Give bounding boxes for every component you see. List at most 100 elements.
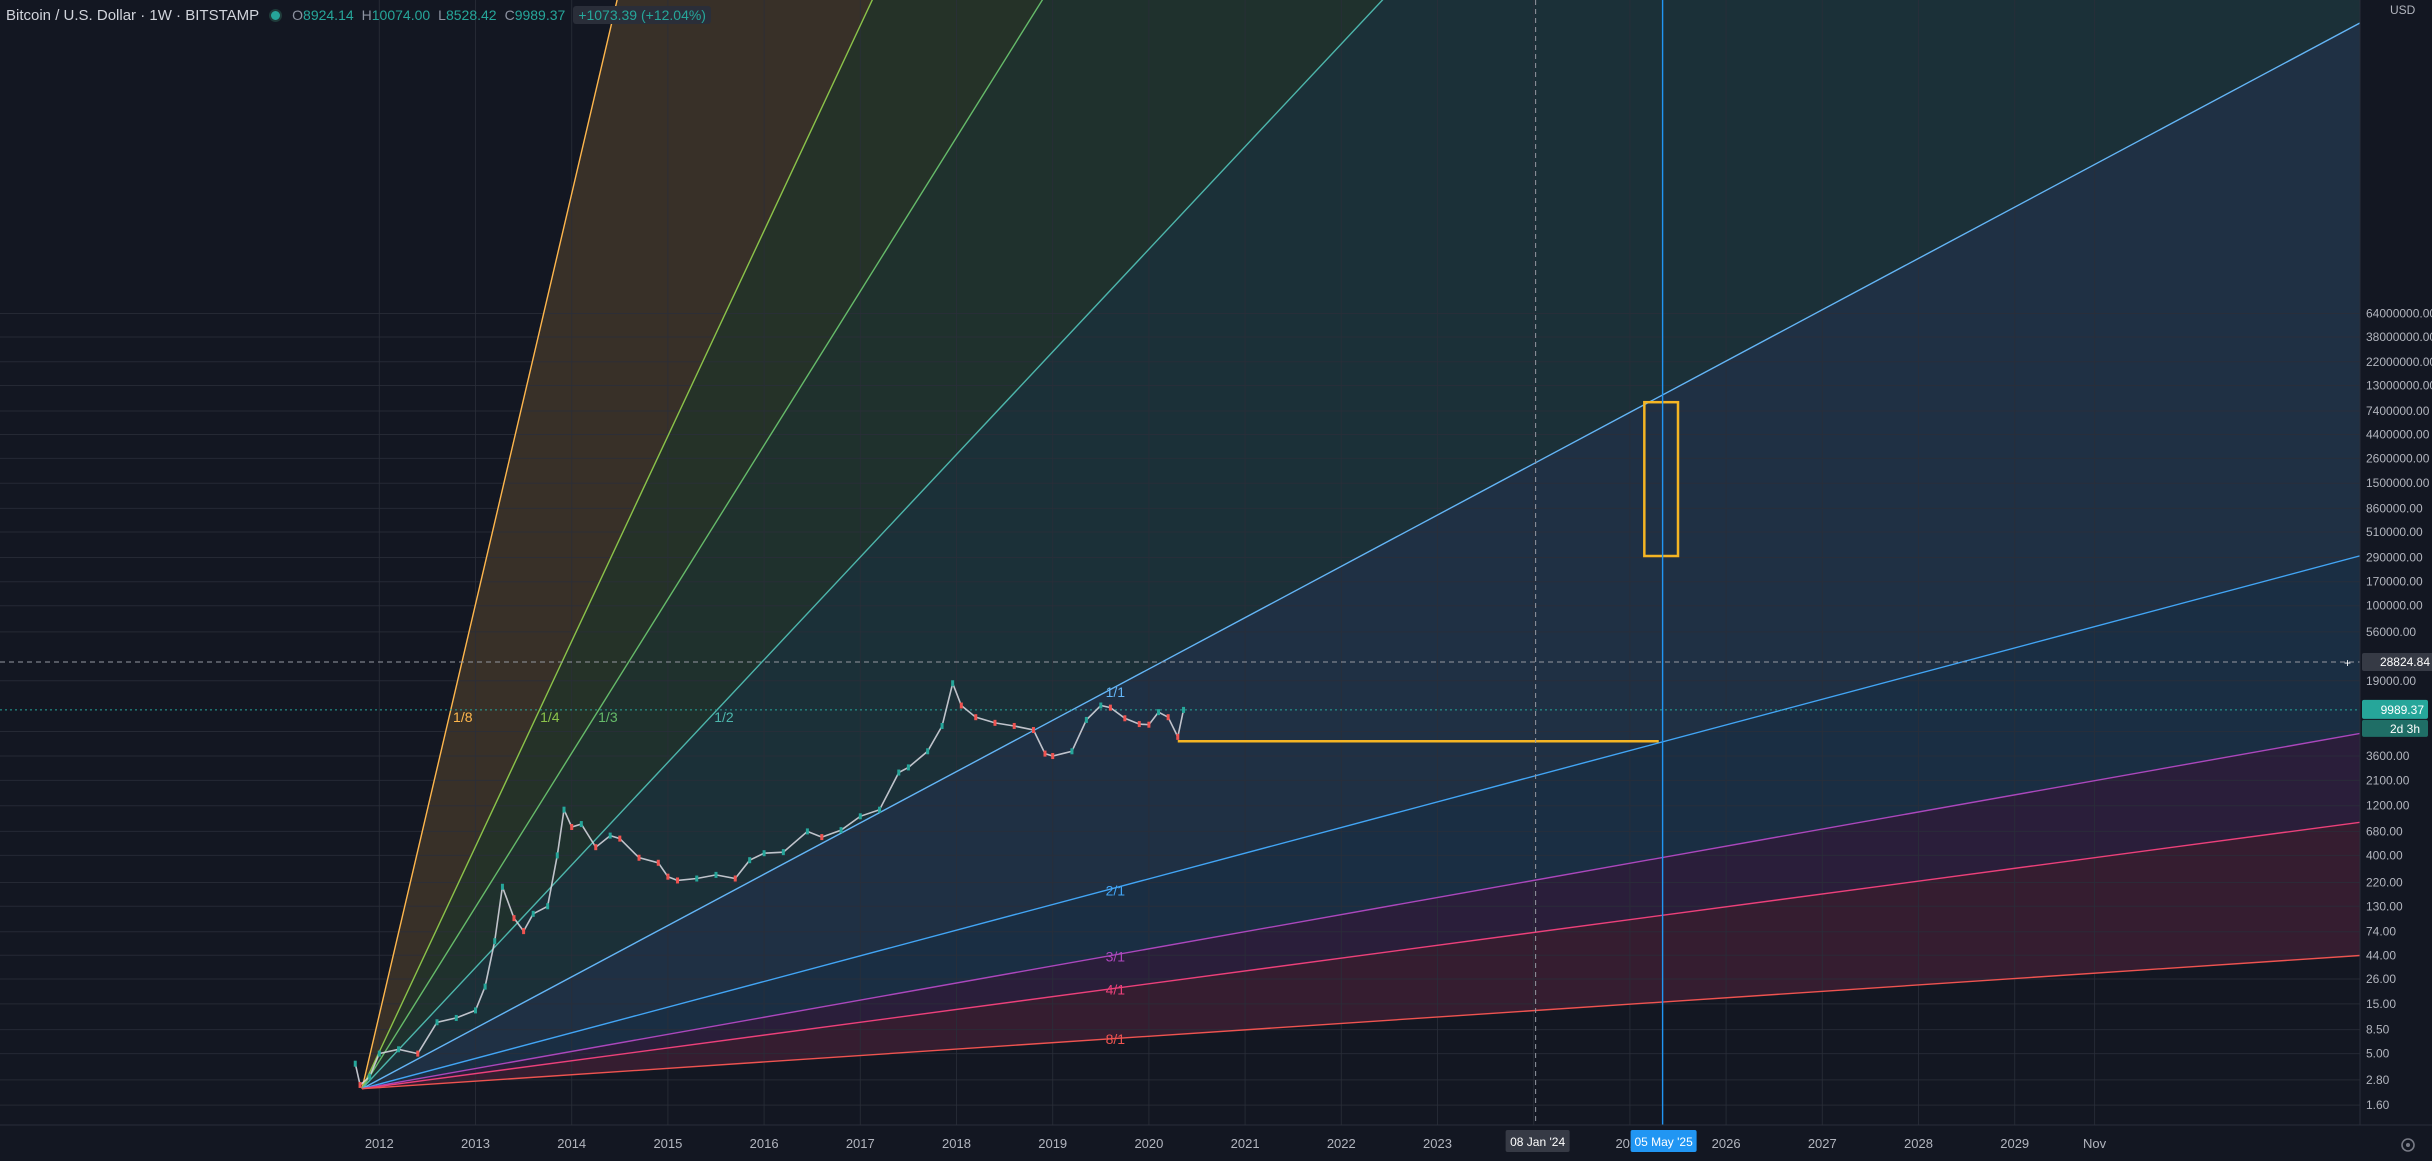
price-point xyxy=(618,835,622,842)
gann-fan-label: 1/8 xyxy=(453,709,473,725)
plot-background xyxy=(0,0,2360,1125)
price-axis[interactable] xyxy=(2360,0,2432,1125)
x-tick-label: Nov xyxy=(2083,1136,2107,1151)
x-tick-label: 2017 xyxy=(846,1136,875,1151)
gann-fan-line-2-1[interactable] xyxy=(361,22,2432,1090)
y-tick-label: 290000.00 xyxy=(2366,551,2423,565)
price-point xyxy=(951,680,955,687)
gann-fan-line-8-1[interactable] xyxy=(361,822,2432,1090)
x-tick-label: 2021 xyxy=(1231,1136,1260,1151)
currency-label: USD xyxy=(2390,3,2416,17)
x-tick-label: 2027 xyxy=(1808,1136,1837,1151)
price-point xyxy=(714,871,718,878)
price-point xyxy=(959,702,963,709)
symbol-title[interactable]: Bitcoin / U.S. Dollar · 1W · BITSTAMP xyxy=(6,6,260,24)
price-point xyxy=(1147,721,1151,728)
y-tick-label: 2600000.00 xyxy=(2366,451,2430,465)
x-tick-label: 2013 xyxy=(461,1136,490,1151)
gear-icon[interactable] xyxy=(2401,1138,2415,1152)
y-tick-label: 4400000.00 xyxy=(2366,428,2430,442)
y-tick-label: 44.00 xyxy=(2366,948,2396,962)
gann-fan-label: 4/1 xyxy=(1106,982,1126,998)
crosshair-price-label: 28824.84 xyxy=(2380,655,2430,669)
gann-fan-line-4-1[interactable] xyxy=(361,555,2432,1090)
price-point xyxy=(435,1019,439,1026)
price-point xyxy=(579,821,583,828)
y-tick-label: 74.00 xyxy=(2366,925,2396,939)
price-point xyxy=(483,983,487,990)
y-tick-label: 19000.00 xyxy=(2366,674,2416,688)
cursor-date-pill xyxy=(1630,1130,1697,1152)
y-tick-label: 15.00 xyxy=(2366,997,2396,1011)
x-tick-label: 2019 xyxy=(1038,1136,1067,1151)
gann-fan-label: 1/4 xyxy=(540,709,560,725)
x-tick-label: 2020 xyxy=(1134,1136,1163,1151)
x-tick-label: 2018 xyxy=(942,1136,971,1151)
y-tick-label: 5.00 xyxy=(2366,1047,2390,1061)
price-point xyxy=(368,1073,372,1080)
target-box[interactable] xyxy=(1643,400,1680,558)
price-point xyxy=(695,875,699,882)
price-point xyxy=(546,903,550,910)
y-tick-label: 1200.00 xyxy=(2366,799,2410,813)
x-tick-label: 2029 xyxy=(2000,1136,2029,1151)
price-point xyxy=(358,1081,362,1088)
price-point xyxy=(993,719,997,726)
y-tick-label: 130.00 xyxy=(2366,899,2403,913)
gann-fan-label: 3/1 xyxy=(1106,949,1126,965)
y-tick-label: 7400000.00 xyxy=(2366,404,2430,418)
price-point xyxy=(377,1050,381,1057)
y-tick-label: 100000.00 xyxy=(2366,599,2423,613)
y-tick-label: 860000.00 xyxy=(2366,501,2423,515)
countdown-pill xyxy=(2362,719,2428,737)
price-point xyxy=(1123,715,1127,722)
price-point xyxy=(493,938,497,945)
price-point xyxy=(1166,714,1170,721)
price-point xyxy=(820,834,824,841)
price-point xyxy=(1084,716,1088,723)
gann-fan-line-1-1[interactable] xyxy=(361,0,2432,1090)
price-point xyxy=(353,1060,357,1067)
gann-fan[interactable] xyxy=(361,0,2432,1129)
time-axis[interactable] xyxy=(0,1125,2432,1161)
price-point xyxy=(805,828,809,835)
y-tick-label: 1.60 xyxy=(2366,1098,2390,1112)
y-tick-label: 8.50 xyxy=(2366,1023,2390,1037)
price-point xyxy=(562,806,566,813)
crosshair-add-icon[interactable]: + xyxy=(2344,656,2351,670)
price-point xyxy=(608,832,612,839)
gear-icon-center xyxy=(2406,1143,2410,1147)
close-value: 9989.37 xyxy=(514,7,566,23)
gann-fan-line-3-1[interactable] xyxy=(361,377,2432,1090)
open-value: 8924.14 xyxy=(303,7,354,23)
price-point xyxy=(906,764,910,771)
gann-fan-line-1-3[interactable] xyxy=(361,0,2432,1090)
x-tick-label: 2016 xyxy=(750,1136,779,1151)
y-tick-label: 26.00 xyxy=(2366,972,2396,986)
gann-fan-label: 1/1 xyxy=(1106,684,1126,700)
price-point xyxy=(878,806,882,813)
gann-fan-label: 8/1 xyxy=(1106,1031,1126,1047)
price-point xyxy=(1099,702,1103,709)
market-status-dot-icon xyxy=(269,8,283,22)
price-point xyxy=(416,1050,420,1057)
price-point xyxy=(926,748,930,755)
crosshair-date-label: 08 Jan '24 xyxy=(1510,1135,1565,1149)
change-badge: +1073.39 (+12.04%) xyxy=(573,6,711,24)
gann-fan-line-1-2[interactable] xyxy=(361,0,2432,1090)
last-price-pill xyxy=(2362,699,2428,719)
y-tick-label: 38000000.00 xyxy=(2366,330,2432,344)
price-point xyxy=(1051,753,1055,760)
y-tick-label: 170000.00 xyxy=(2366,575,2423,589)
ohlc-values: O8924.14 H10074.00 L8528.42 C9989.37 +10… xyxy=(292,6,711,24)
y-tick-label: 56000.00 xyxy=(2366,625,2416,639)
price-point xyxy=(839,827,843,834)
price-point xyxy=(1012,722,1016,729)
y-tick-label: 64000000.00 xyxy=(2366,306,2432,320)
price-point xyxy=(666,873,670,880)
x-tick-label: 2026 xyxy=(1712,1136,1741,1151)
x-tick-label: 2014 xyxy=(557,1136,586,1151)
y-tick-label: 3600.00 xyxy=(2366,749,2410,763)
